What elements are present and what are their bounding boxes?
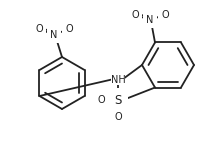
Text: S: S: [114, 93, 122, 106]
Text: O: O: [161, 11, 169, 20]
Text: O: O: [97, 95, 105, 105]
Text: O: O: [65, 24, 73, 34]
Text: N: N: [146, 16, 154, 25]
Text: O: O: [114, 112, 122, 122]
Text: O: O: [131, 11, 139, 20]
Text: O: O: [35, 24, 43, 34]
Text: NH: NH: [111, 75, 125, 85]
Text: N: N: [50, 30, 58, 40]
